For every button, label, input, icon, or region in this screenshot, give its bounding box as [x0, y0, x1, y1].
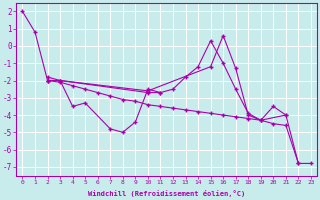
X-axis label: Windchill (Refroidissement éolien,°C): Windchill (Refroidissement éolien,°C)	[88, 190, 245, 197]
